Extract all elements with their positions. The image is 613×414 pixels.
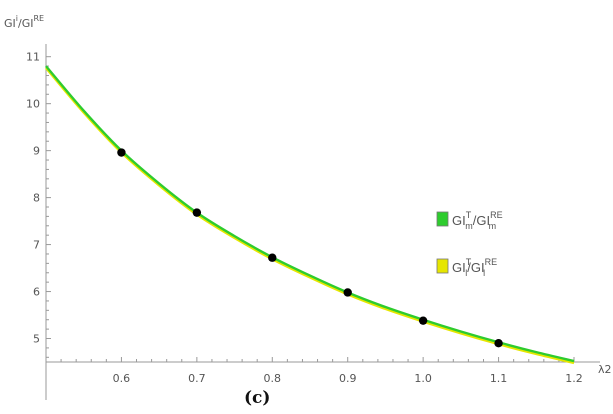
x-tick-label: 0.7 [188,372,206,385]
legend-swatch-0 [436,211,449,227]
legend-swatch-1 [436,258,449,274]
x-tick-label: 1.0 [414,372,432,385]
x-tick-label: 1.1 [490,372,508,385]
y-tick-label: 5 [33,333,40,346]
series-line-0 [45,65,575,363]
y-tick-label: 11 [26,51,40,64]
series-line-1 [45,67,575,365]
data-point [117,148,126,157]
data-point [418,316,428,325]
y-axis-title: GIi/GIRE [4,14,44,30]
y-tick-label: 7 [33,239,40,252]
x-tick-label: 1.2 [565,372,583,385]
legend-item-0: GIT m/GIRE m [436,210,503,231]
legend-label-1: GIT l/GIRE l [452,257,497,278]
x-tick-label: 0.8 [264,372,282,385]
data-point [343,288,352,297]
y-ticks: 5 6 7 8 9 10 11 [26,51,51,358]
panel-label: (c) [244,388,270,408]
x-tick-label: 0.6 [113,372,131,385]
x-tick-label: 0.9 [339,372,357,385]
y-tick-label: 10 [26,98,40,111]
curves [45,65,575,365]
y-tick-label: 9 [33,145,40,158]
y-tick-label: 6 [33,286,40,299]
x-ticks: 0.6 0.7 0.8 0.9 1.0 1.1 1.2 [60,357,583,385]
legend: GIT m/GIRE m GIT l/GIRE l [436,210,503,278]
legend-label-0: GIT m/GIRE m [452,210,503,231]
data-points [117,148,503,348]
legend-item-1: GIT l/GIRE l [436,257,497,278]
y-tick-label: 8 [33,192,40,205]
data-point [268,253,277,262]
x-axis-title: λ2 [598,363,612,376]
data-point [192,208,202,217]
data-point [494,339,503,348]
